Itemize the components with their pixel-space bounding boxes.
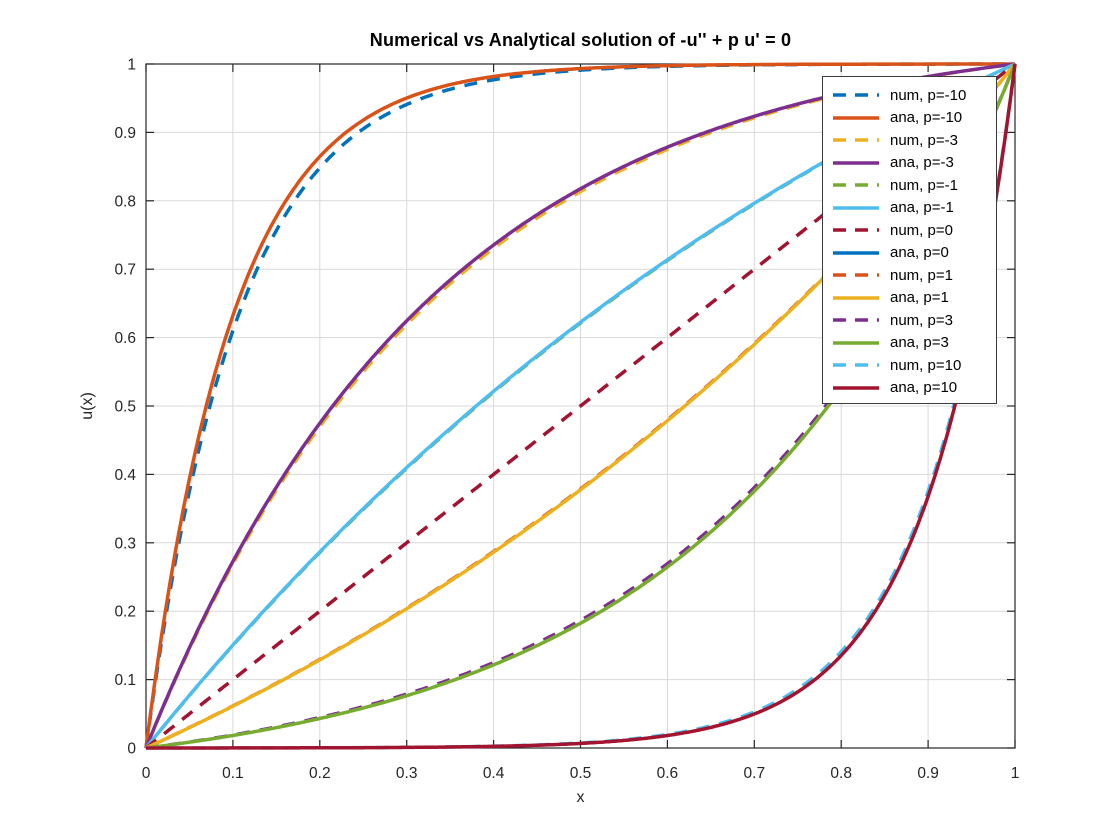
- legend-line-sample-dashed: [833, 273, 879, 277]
- legend-label: ana, p=-1: [890, 199, 954, 217]
- y-tick-label: 0.8: [114, 193, 136, 210]
- legend-label: num, p=-1: [890, 176, 958, 194]
- legend-entry-ana-p-1: ana, p=1: [823, 287, 996, 310]
- x-tick-label: 0.9: [917, 765, 939, 782]
- legend-line-sample-dashed: [833, 93, 879, 97]
- curve-ana-p-10: [146, 63, 1017, 750]
- legend-box: num, p=-10 ana, p=-10 num, p=-3 ana, p=-3 nu…: [822, 76, 997, 404]
- x-tick-label: 1: [1011, 765, 1020, 782]
- y-tick-label: 1: [127, 57, 136, 74]
- legend-line-sample-solid: [833, 386, 879, 390]
- chart-title: Numerical vs Analytical solution of -u''…: [369, 30, 792, 50]
- legend-label: ana, p=10: [890, 379, 958, 397]
- legend-label: num, p=1: [890, 266, 953, 284]
- y-tick-label: 0.1: [114, 672, 136, 689]
- y-tick-label: 0.2: [114, 604, 136, 621]
- legend-label: num, p=0: [890, 221, 953, 239]
- legend-entry-ana-p-neg3: ana, p=-3: [823, 152, 996, 175]
- legend-label: num, p=-10: [890, 86, 967, 104]
- x-tick-label: 0.2: [309, 765, 331, 782]
- x-tick-label: 0.1: [222, 765, 244, 782]
- legend-line-sample-solid: [833, 341, 879, 345]
- y-axis-label: u(x): [79, 392, 96, 420]
- curve-num-p-neg3: [144, 62, 1016, 749]
- x-tick-label: 0: [142, 765, 151, 782]
- legend-label: num, p=3: [890, 311, 953, 329]
- legend-entry-ana-p-0: ana, p=0: [823, 242, 996, 265]
- legend-entry-num-p-neg10: num, p=-10: [823, 84, 996, 107]
- y-tick-label: 0.4: [114, 467, 136, 484]
- legend-entry-ana-p-neg1: ana, p=-1: [823, 197, 996, 220]
- legend-label: ana, p=0: [890, 244, 949, 262]
- legend-label: ana, p=1: [890, 289, 949, 307]
- legend-label: ana, p=-10: [890, 109, 963, 127]
- y-tick-label: 0: [127, 741, 136, 758]
- legend-entry-num-p-10: num, p=10: [823, 354, 996, 377]
- legend-label: num, p=-3: [890, 131, 958, 149]
- legend-label: ana, p=-3: [890, 154, 954, 172]
- legend-line-sample-dashed: [833, 138, 879, 142]
- legend-entry-ana-p-10: ana, p=10: [823, 377, 996, 400]
- y-tick-label: 0.5: [114, 399, 136, 416]
- legend-line-sample-solid: [833, 206, 879, 210]
- curve-ana-p-neg10: [144, 62, 1015, 749]
- legend-entry-num-p-0: num, p=0: [823, 219, 996, 242]
- y-tick-label: 0.7: [114, 262, 136, 279]
- x-tick-label: 0.7: [744, 765, 766, 782]
- legend-line-sample-solid: [833, 296, 879, 300]
- y-tick-label: 0.3: [114, 535, 136, 552]
- legend-line-sample-solid: [833, 161, 879, 165]
- legend-entry-ana-p-3: ana, p=3: [823, 332, 996, 355]
- legend-label: ana, p=3: [890, 334, 949, 352]
- legend-line-sample-dashed: [833, 183, 879, 187]
- legend-entry-num-p-1: num, p=1: [823, 264, 996, 287]
- x-tick-label: 0.5: [570, 765, 592, 782]
- x-tick-label: 0.4: [483, 765, 505, 782]
- legend-line-sample-dashed: [833, 318, 879, 322]
- x-tick-label: 0.3: [396, 765, 418, 782]
- legend-line-sample-solid: [833, 251, 879, 255]
- x-tick-label: 0.8: [830, 765, 852, 782]
- legend-entry-num-p-neg1: num, p=-1: [823, 174, 996, 197]
- legend-entry-num-p-3: num, p=3: [823, 309, 996, 332]
- legend-line-sample-dashed: [833, 228, 879, 232]
- y-tick-label: 0.9: [114, 125, 136, 142]
- legend-line-sample-solid: [833, 116, 879, 120]
- legend-line-sample-dashed: [833, 363, 879, 367]
- legend-entry-ana-p-neg10: ana, p=-10: [823, 107, 996, 130]
- x-axis-label: x: [576, 789, 585, 806]
- legend-label: num, p=10: [890, 356, 962, 374]
- y-tick-label: 0.6: [114, 330, 136, 347]
- legend-entry-num-p-neg3: num, p=-3: [823, 129, 996, 152]
- x-tick-label: 0.6: [657, 765, 679, 782]
